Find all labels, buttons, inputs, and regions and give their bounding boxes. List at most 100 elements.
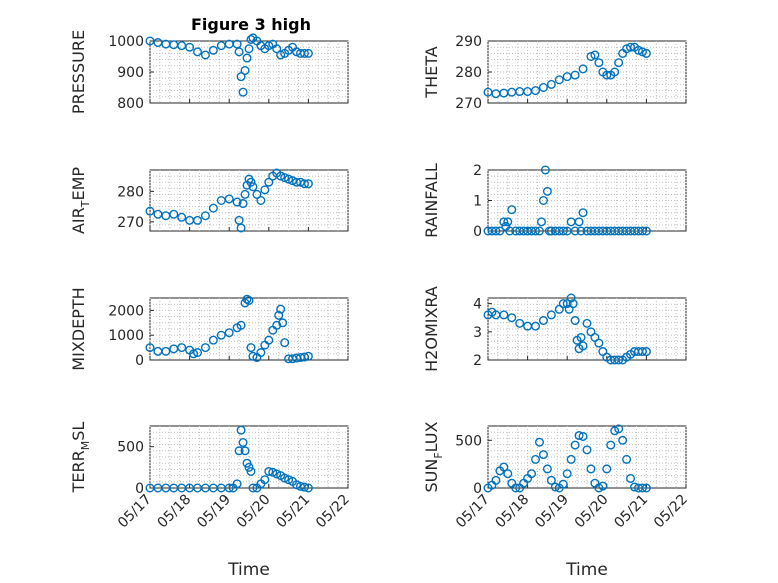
series-markers [145, 425, 313, 493]
data-point [234, 446, 244, 456]
data-point [614, 355, 624, 365]
data-point [546, 475, 556, 485]
data-point [536, 217, 546, 227]
data-point [503, 217, 513, 227]
data-point [303, 351, 313, 361]
grid [487, 170, 687, 231]
data-point [531, 321, 541, 331]
data-point [491, 475, 501, 485]
data-point [633, 45, 643, 55]
data-point [246, 466, 256, 476]
data-point [538, 82, 548, 92]
data-point [637, 483, 647, 493]
data-point [224, 194, 234, 204]
data-point [248, 182, 258, 192]
data-point [242, 294, 252, 304]
series-markers [483, 42, 651, 99]
y-tick-label: 900 [117, 65, 144, 81]
data-point [637, 226, 647, 236]
y-tick-label: 270 [455, 96, 482, 112]
y-tick-label: 3 [473, 325, 482, 341]
data-point [578, 431, 588, 441]
data-point [260, 185, 270, 195]
data-point [558, 226, 568, 236]
data-point [200, 50, 210, 60]
data-point [292, 480, 302, 490]
data-point [527, 469, 537, 479]
data-point [586, 52, 596, 62]
y-axis-label: RAINFALL [422, 163, 441, 238]
data-point [491, 226, 501, 236]
data-point [538, 316, 548, 326]
y-tick-label: 290 [455, 34, 482, 50]
data-point [578, 341, 588, 351]
data-point [177, 212, 187, 222]
data-point [542, 464, 552, 474]
data-point [244, 295, 254, 305]
panel-pressure: 800 900 1000 PRESSURE [69, 30, 349, 114]
series-markers [483, 293, 651, 365]
data-point [272, 320, 282, 330]
data-point [538, 195, 548, 205]
data-point [284, 475, 294, 485]
y-axis-label: PRESSURE [69, 30, 88, 114]
data-point [503, 469, 513, 479]
data-point [499, 310, 509, 320]
data-point [576, 226, 586, 236]
data-point [169, 209, 179, 219]
data-point [248, 483, 258, 493]
y-tick-label: 800 [117, 96, 144, 112]
data-point [299, 482, 309, 492]
data-point [550, 482, 560, 492]
y-axis-label: H2OMIXRA [422, 286, 441, 372]
panel-theta: 270 280 290 THETA [422, 34, 687, 112]
data-point [641, 347, 651, 357]
data-point [578, 208, 588, 218]
data-point [280, 338, 290, 348]
data-point [193, 348, 203, 358]
data-point [618, 435, 628, 445]
data-point [264, 466, 274, 476]
data-point [542, 186, 552, 196]
data-point [574, 217, 584, 227]
data-point [499, 217, 509, 227]
y-axis-label: TERRMSL [69, 422, 92, 494]
data-point [531, 454, 541, 464]
data-point [268, 467, 278, 477]
data-point [505, 226, 515, 236]
y-tick-label: 280 [455, 65, 482, 81]
data-point [641, 48, 651, 58]
data-point [622, 454, 632, 464]
data-point [554, 75, 564, 85]
grid [149, 426, 349, 488]
data-point [244, 462, 254, 472]
y-tick-label: 280 [117, 184, 144, 200]
data-point [260, 475, 270, 485]
data-point [252, 189, 262, 199]
data-point [511, 483, 521, 493]
data-point [602, 70, 612, 80]
data-point [240, 189, 250, 199]
y-axis-label: MIXDEPTH [69, 287, 88, 370]
data-point [558, 479, 568, 489]
data-point [303, 483, 313, 493]
data-point [626, 473, 636, 483]
data-point [606, 440, 616, 450]
data-point [540, 165, 550, 175]
data-point [246, 34, 256, 44]
y-tick-label: 0 [473, 481, 482, 497]
y-tick-label: 500 [117, 440, 144, 456]
data-point [256, 195, 266, 205]
series-markers [483, 165, 651, 236]
data-point [185, 42, 195, 52]
panel-air-temp: 270 280 AIRTEMP [69, 167, 349, 234]
data-point [626, 42, 636, 52]
data-point [637, 347, 647, 357]
data-point [280, 473, 290, 483]
data-point [570, 440, 580, 450]
y-tick-label: 270 [117, 215, 144, 231]
data-point [594, 338, 604, 348]
data-point [236, 425, 246, 435]
data-point [507, 205, 517, 215]
data-point [566, 454, 576, 464]
